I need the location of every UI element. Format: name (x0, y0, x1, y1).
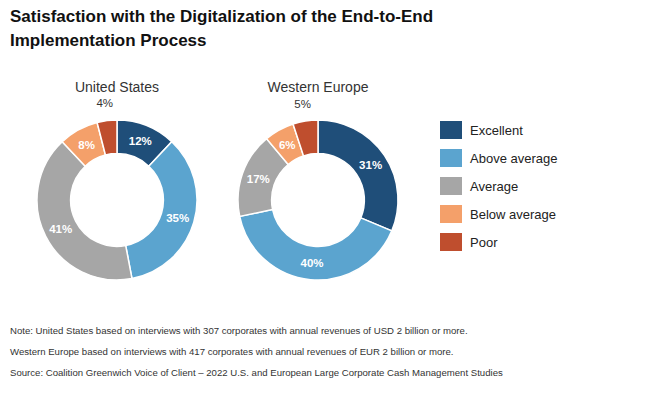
legend-swatch (440, 121, 462, 139)
slices (238, 120, 398, 280)
data-labels: 12% 35% 41% 8% 4% (49, 97, 189, 235)
data-label: 8% (78, 139, 95, 151)
legend-swatch (440, 149, 462, 167)
legend-item: Above average (440, 149, 557, 167)
donut: 31% 40% 17% 6% 5% (238, 98, 398, 280)
donut: 12% 35% 41% 8% 4% (37, 97, 197, 280)
note: Western Europe based on interviews with … (10, 346, 454, 357)
note: Note: United States based on interviews … (10, 325, 468, 336)
legend-swatch (440, 177, 462, 195)
title: Satisfaction with the Digitalization of … (10, 7, 433, 26)
legend: Excellent Above average Average Below avera… (440, 121, 557, 251)
legend-item: Average (440, 177, 518, 195)
data-label: 17% (247, 173, 270, 185)
data-label: 6% (279, 139, 296, 151)
slice (293, 120, 318, 156)
legend-label: Above average (470, 151, 557, 166)
chart-title: Western Europe (268, 79, 369, 95)
legend-swatch (440, 205, 462, 223)
data-label: 40% (300, 257, 323, 269)
data-label: 35% (166, 212, 189, 224)
data-label: 41% (49, 223, 72, 235)
title: Implementation Process (10, 31, 207, 50)
chart-title: United States (75, 79, 159, 95)
chart-svg: Satisfaction with the Digitalization of … (0, 0, 649, 395)
legend-label: Below average (470, 207, 556, 222)
note: Source: Coalition Greenwich Voice of Cli… (10, 367, 503, 378)
slice (97, 120, 117, 155)
data-label: 5% (294, 98, 311, 110)
legend-label: Average (470, 179, 518, 194)
slice (318, 120, 398, 231)
slice (126, 142, 197, 279)
data-label: 12% (129, 135, 152, 147)
legend-label: Poor (470, 235, 498, 250)
data-label: 4% (96, 97, 113, 109)
data-labels: 31% 40% 17% 6% 5% (247, 98, 382, 269)
data-label: 31% (359, 159, 382, 171)
legend-label: Excellent (470, 123, 523, 138)
slice (240, 210, 392, 280)
legend-item: Excellent (440, 121, 523, 139)
legend-item: Below average (440, 205, 556, 223)
legend-item: Poor (440, 233, 498, 251)
slices (37, 120, 197, 280)
legend-swatch (440, 233, 462, 251)
